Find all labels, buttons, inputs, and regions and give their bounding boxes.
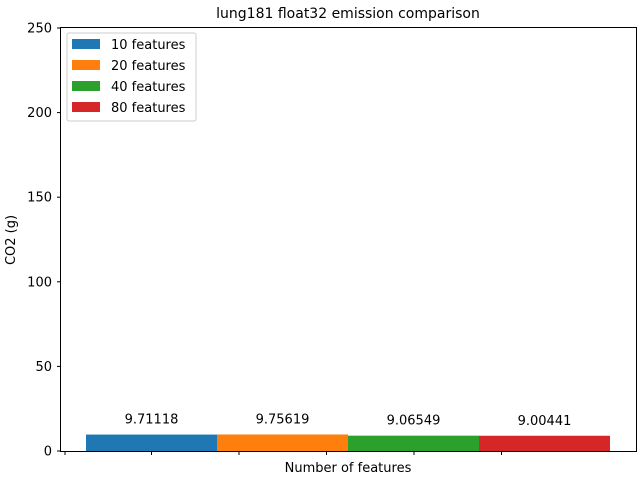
y-axis-label: CO2 (g) (4, 215, 19, 265)
y-tick-label: 200 (27, 106, 52, 121)
y-axis: 0 50 100 150 200 250 (27, 22, 61, 460)
x-axis-label: Number of features (285, 461, 412, 476)
legend-label: 20 features (111, 59, 186, 74)
bar-value-label: 9.71118 (125, 413, 179, 428)
legend-box (66, 32, 197, 122)
y-tick-label: 150 (27, 191, 52, 206)
bar (217, 434, 348, 451)
bar-value-label: 9.00441 (518, 414, 572, 429)
bar (479, 435, 610, 451)
bars-layer (86, 434, 610, 451)
bar (348, 435, 479, 451)
legend-swatch (72, 81, 100, 91)
legend-swatch (72, 60, 100, 70)
legend-swatch (72, 39, 100, 49)
y-tick-label: 50 (35, 360, 52, 375)
legend-label: 40 features (111, 80, 186, 95)
y-tick-label: 100 (27, 275, 52, 290)
bar-value-label: 9.75619 (256, 412, 310, 427)
legend-swatch (72, 102, 100, 112)
data-labels-layer: 9.71118 9.75619 9.06549 9.00441 (125, 412, 572, 428)
y-tick-label: 0 (44, 445, 52, 460)
chart-title: lung181 float32 emission comparison (216, 6, 480, 22)
bar (86, 434, 217, 451)
legend: 10 features 20 features 40 features 80 feat… (66, 32, 197, 122)
bar-value-label: 9.06549 (387, 414, 441, 429)
plot-area-frame (60, 27, 637, 452)
y-tick-label: 250 (27, 22, 52, 37)
legend-label: 10 features (111, 38, 186, 53)
legend-label: 80 features (111, 101, 186, 116)
